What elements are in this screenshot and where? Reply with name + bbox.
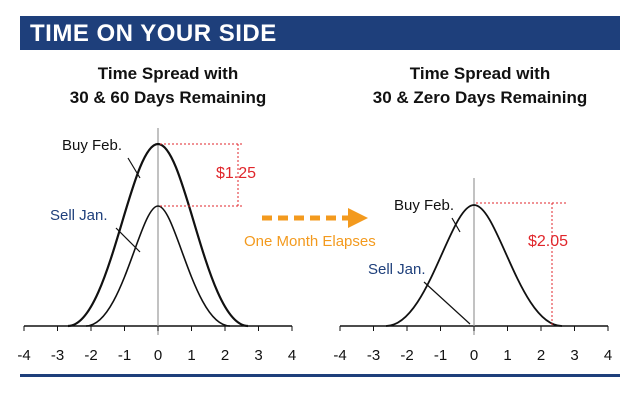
right-tick-label: 1 [503,347,511,364]
left-tick-label: 0 [154,347,162,364]
banner: TIME ON YOUR SIDE [20,16,620,50]
right-tick-label: -2 [400,347,413,364]
left-tick-label: 3 [254,347,262,364]
left-buy-curve [67,142,249,328]
right-tick-label: 0 [470,347,478,364]
right-buy-label: Buy Feb. [394,197,454,214]
right-title-line1: Time Spread with [409,64,551,83]
left-tick-label: -4 [17,347,30,364]
left-tick-label: -1 [118,347,131,364]
left-tick-label: 2 [221,347,229,364]
elapse-caption: One Month Elapses [244,233,376,250]
right-buy-pointer [451,217,461,233]
banner-title: TIME ON YOUR SIDE [30,20,277,47]
left-tick-label: -2 [84,347,97,364]
right-tick-label: -3 [367,347,380,364]
right-sell-label: Sell Jan. [368,261,426,278]
right-tick-label: 3 [570,347,578,364]
right-tick-label: -4 [333,347,346,364]
left-price-diff: $1.25 [216,165,256,182]
elapse-arrow-head [348,208,368,228]
left-sell-label: Sell Jan. [50,207,108,224]
left-tick-label: 4 [288,347,296,364]
left-buy-pointer [127,157,141,179]
right-title-line2: 30 & Zero Days Remaining [372,88,588,107]
right-price-diff: $2.05 [528,233,568,250]
left-title-line1: Time Spread with [97,64,239,83]
left-axis-ticks: -4 -3 -2 -1 0 1 2 3 4 [17,326,296,364]
left-sell-curve [85,205,231,327]
left-title-line2: 30 & 60 Days Remaining [69,88,267,107]
left-panel-title: Time Spread with 30 & 60 Days Remaining [18,62,318,110]
right-tick-label: 2 [537,347,545,364]
right-buy-curve [385,204,563,327]
left-buy-label: Buy Feb. [62,137,122,154]
left-tick-label: 1 [187,347,195,364]
left-sell-pointer [115,227,141,253]
right-axis-ticks: -4 -3 -2 -1 0 1 2 3 4 [333,326,612,364]
right-sell-pointer [423,281,471,325]
right-tick-label: 4 [604,347,612,364]
right-panel-title: Time Spread with 30 & Zero Days Remainin… [335,62,625,110]
bottom-rule [20,374,620,377]
left-tick-label: -3 [51,347,64,364]
right-tick-label: -1 [434,347,447,364]
